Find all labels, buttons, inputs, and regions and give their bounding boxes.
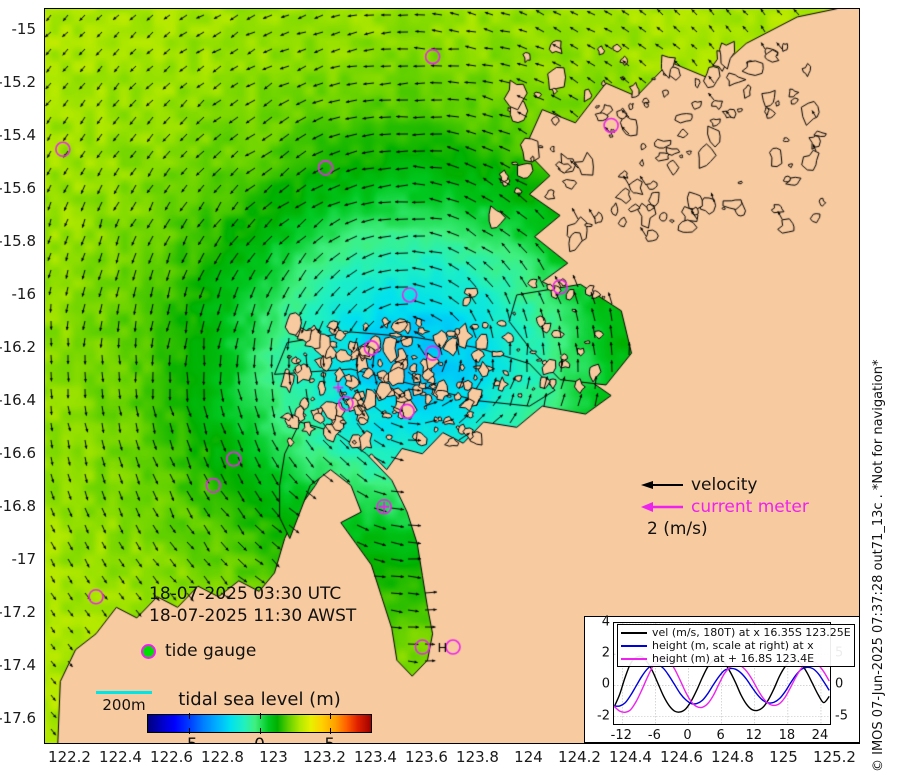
x-tick-label: 122.2 — [48, 748, 91, 766]
y-tick-label: -15 — [11, 20, 37, 39]
y-tick-label: -17.6 — [0, 708, 36, 727]
x-tick-label: 123.6 — [405, 748, 448, 766]
x-tick-label: 123.2 — [303, 748, 346, 766]
colorbar-tick-label: -5 — [181, 735, 198, 743]
timeseries-legend-swatch — [621, 644, 647, 647]
scale-bar: 200m — [96, 691, 152, 714]
timeseries-legend-row: vel (m/s, 180T) at x 16.35S 123.25E — [621, 626, 851, 639]
x-tick-label: 124.2 — [558, 748, 601, 766]
timeseries-y-tick-left: 0 — [601, 676, 610, 692]
x-tick-label: 122.4 — [99, 748, 142, 766]
y-tick-label: -17.2 — [0, 602, 36, 621]
current-meter-legend-label: current meter — [691, 497, 809, 517]
tide-gauge-legend: tide gauge — [141, 641, 256, 661]
current-meter-arrow-icon — [641, 502, 683, 512]
y-tick-label: -16.2 — [0, 337, 36, 356]
colorbar-tick-label: 0 — [254, 735, 265, 743]
x-tick-label: 124.4 — [609, 748, 652, 766]
timeseries-x-tick: -6 — [647, 728, 661, 743]
tide-gauge-label: tide gauge — [165, 641, 257, 661]
timestamp-utc: 18-07-2025 03:30 UTC — [149, 584, 342, 604]
timeseries-y-tick-left: 2 — [601, 645, 610, 661]
timeseries-x-tick: -12 — [610, 728, 632, 743]
colorbar-tick — [259, 713, 261, 719]
y-tick-label: -15.8 — [0, 231, 36, 250]
x-tick-label: 125.2 — [813, 748, 856, 766]
timeseries-line — [614, 657, 830, 714]
x-tick-label: 123 — [259, 748, 288, 766]
timeseries-legend-row: height (m) at + 16.8S 123.4E — [621, 652, 851, 665]
colorbar-tick — [329, 713, 331, 719]
timeseries-legend: vel (m/s, 180T) at x 16.35S 123.25E heigh… — [617, 624, 855, 667]
timeseries-y-tick-right: -5 — [835, 708, 848, 724]
y-tick-label: -15.6 — [0, 179, 36, 198]
vector-scale-label: 2 (m/s) — [647, 519, 708, 539]
x-tick-label: 124.8 — [711, 748, 754, 766]
x-tick-label: 124.6 — [660, 748, 703, 766]
y-tick-label: -16.4 — [0, 390, 36, 409]
timeseries-y-tick-left: -2 — [597, 708, 610, 724]
colorbar-tick — [329, 728, 331, 734]
scale-bar-line — [96, 691, 152, 694]
timeseries-y-tick-right: 0 — [835, 676, 844, 692]
x-tick-label: 123.8 — [456, 748, 499, 766]
tide-gauge-icon — [141, 643, 156, 659]
x-tick-label: 122.6 — [150, 748, 193, 766]
x-tick-label: 122.8 — [201, 748, 244, 766]
timeseries-legend-label: height (m, scale at right) at x — [652, 639, 814, 652]
y-tick-label: -16.6 — [0, 443, 36, 462]
colorbar-tick — [189, 713, 191, 719]
timeseries-line — [614, 663, 830, 707]
y-tick-label: -17 — [11, 549, 37, 568]
timeseries-legend-label: vel (m/s, 180T) at x 16.35S 123.25E — [652, 626, 851, 639]
y-tick-label: -15.4 — [0, 126, 36, 145]
timeseries-x-tick: 18 — [778, 728, 796, 743]
velocity-legend-row: velocity — [641, 474, 809, 496]
timeseries-legend-label: height (m) at + 16.8S 123.4E — [652, 652, 815, 665]
colorbar-tick-labels: -5 0 5 — [147, 735, 372, 743]
timeseries-x-tick: 12 — [745, 728, 762, 743]
colorbar-title: tidal sea level (m) — [178, 689, 341, 710]
y-axis-labels: -15 -15.2 -15.4 -15.6 -15.8 -16 -16.2 -16.4 -16.… — [0, 0, 40, 780]
timeseries-x-tick: 6 — [716, 728, 725, 743]
map-panel[interactable]: 18-07-2025 03:30 UTC 18-07-2025 11:30 AW… — [44, 8, 860, 744]
current-meter-legend-row: current meter — [641, 496, 809, 518]
credit-block: © IMOS 07-Jun-2025 07:37:28 out71_13c . … — [871, 0, 898, 780]
vector-legend: velocity current meter 2 (m/s) — [641, 474, 809, 539]
timeseries-legend-row: height (m, scale at right) at x — [621, 639, 851, 652]
velocity-legend-label: velocity — [691, 475, 758, 495]
timeseries-x-tick: 0 — [683, 728, 692, 743]
timestamp-local: 18-07-2025 11:30 AWST — [149, 606, 357, 626]
velocity-arrow-icon — [641, 481, 683, 489]
x-tick-label: 123.4 — [354, 748, 397, 766]
colorbar-tick — [259, 728, 261, 734]
colorbar-tick-label: 5 — [324, 735, 335, 743]
x-tick-label: 124 — [514, 748, 543, 766]
scale-bar-label: 200m — [102, 696, 146, 714]
timeseries-y-tick-left: 4 — [601, 614, 610, 630]
y-tick-label: -15.2 — [0, 73, 36, 92]
y-tick-label: -16.8 — [0, 496, 36, 515]
y-tick-label: -17.4 — [0, 655, 36, 674]
colorbar-tick — [189, 728, 191, 734]
timeseries-x-tick: 24 — [811, 728, 829, 743]
credit-text: © IMOS 07-Jun-2025 07:37:28 out71_13c . … — [871, 359, 886, 772]
colorbar-group: tidal sea level (m) -5 0 5 — [147, 689, 372, 743]
timeseries-legend-swatch — [621, 631, 647, 634]
timeseries-legend-swatch — [621, 657, 647, 660]
x-tick-label: 125 — [769, 748, 798, 766]
y-tick-label: -16 — [11, 284, 37, 303]
